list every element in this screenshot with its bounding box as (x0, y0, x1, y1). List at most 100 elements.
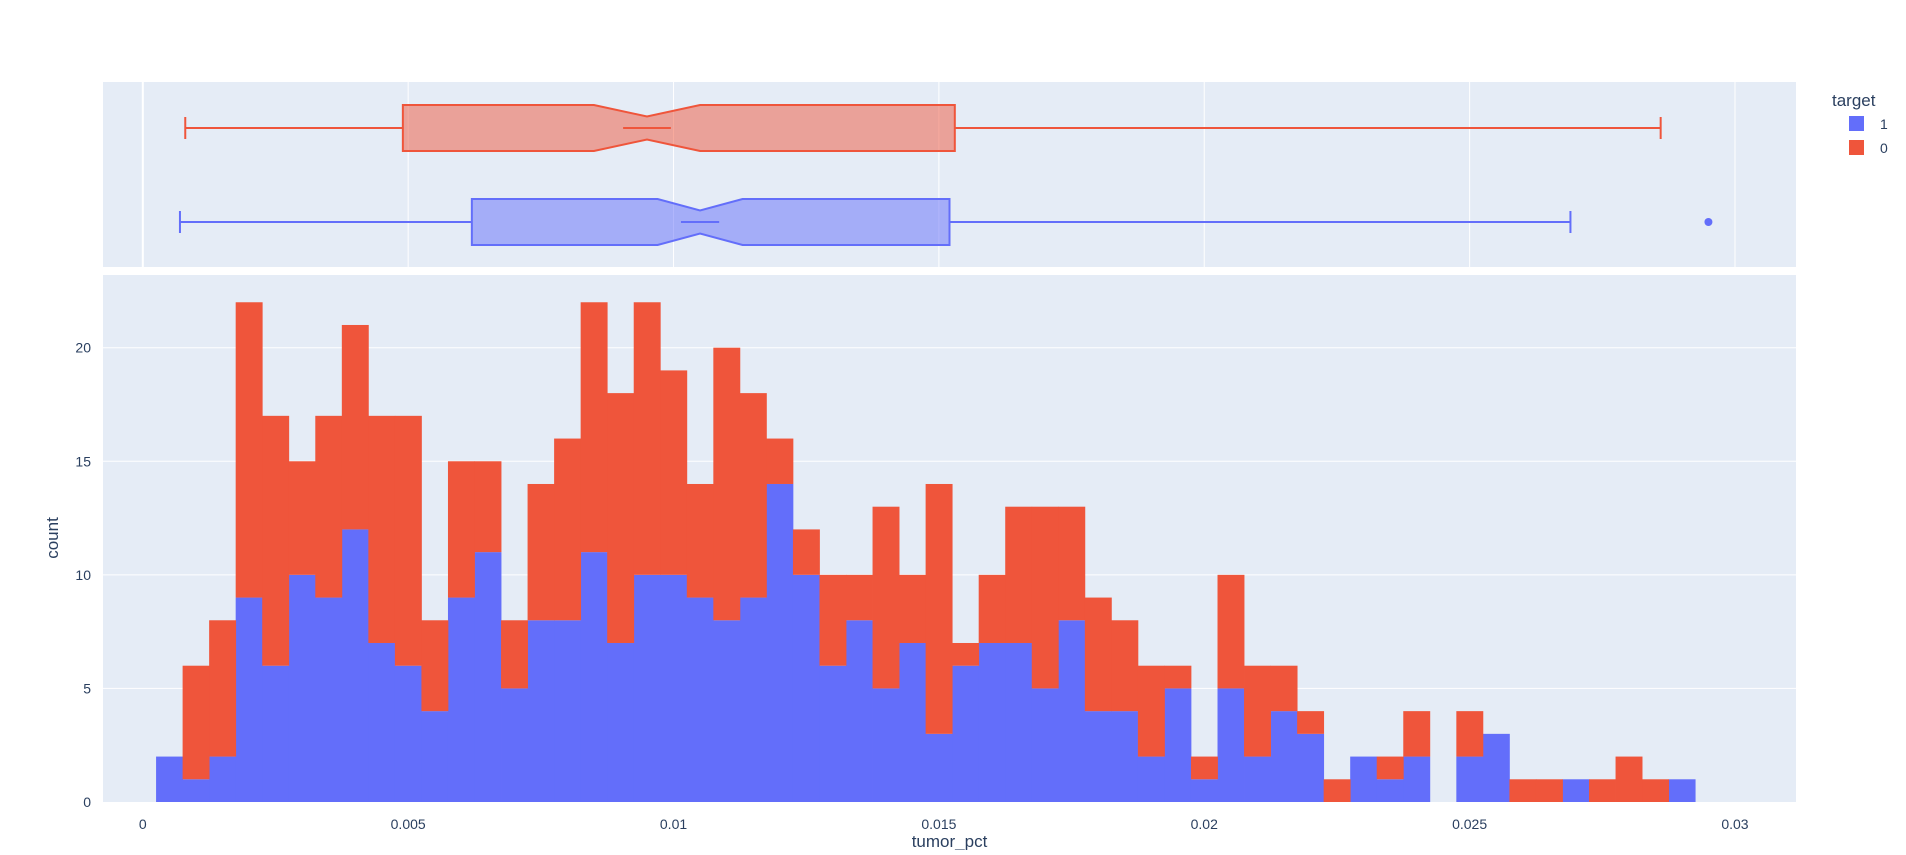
histogram-bar-target-0 (846, 574, 873, 621)
histogram-bar-target-0 (1589, 779, 1616, 802)
histogram-bar-target-1 (978, 642, 1006, 802)
histogram-bar-target-0 (766, 438, 794, 484)
histogram-bar-target-0 (1084, 597, 1112, 712)
histogram-bar-target-1 (368, 642, 396, 802)
histogram-bar-target-1 (819, 665, 847, 802)
histogram-bar-target-0 (1058, 506, 1086, 621)
histogram-bar-target-0 (580, 302, 608, 553)
x-axis-title: tumor_pct (912, 832, 988, 850)
histogram-bar-target-1 (899, 642, 927, 802)
histogram-bar-target-1 (952, 665, 980, 802)
histogram-bar-target-1 (580, 552, 608, 802)
histogram-bar-target-0 (633, 302, 661, 575)
histogram-bar-target-0 (1403, 711, 1431, 757)
histogram-bar-target-0 (1111, 620, 1139, 712)
histogram-bar-target-1 (1270, 711, 1298, 802)
histogram-bar-target-1 (607, 642, 635, 802)
legend-swatch-target-0[interactable] (1849, 140, 1864, 155)
histogram-bar-target-0 (447, 461, 475, 598)
axes: 0 0.005 0.01 0.015 0.02 0.025 0.03 0 5 10 15 20 (75, 340, 1748, 832)
histogram-bar-target-1 (633, 574, 661, 802)
histogram-bar-target-0 (315, 415, 343, 598)
histogram-bar-target-0 (1323, 779, 1351, 802)
histogram-bar-target-1 (182, 779, 210, 802)
histogram-bar-target-1 (766, 483, 794, 802)
histogram-bar-target-1 (1137, 756, 1165, 802)
histogram-bar-target-1 (713, 620, 741, 802)
histogram-bar-target-1 (1217, 688, 1245, 802)
histogram-bar-target-0 (1535, 779, 1563, 802)
histogram-bar-target-0 (421, 620, 449, 712)
histogram-bar-target-1 (1297, 733, 1325, 802)
histogram-bar-target-0 (1164, 665, 1192, 689)
histogram-bar-target-0 (209, 620, 237, 757)
y-tick-label: 0 (83, 794, 91, 810)
histogram-bar-target-0 (1615, 756, 1643, 802)
x-tick-label: 0.025 (1452, 816, 1487, 832)
histogram-bar-target-1 (686, 597, 714, 802)
histogram-bar-target-1 (235, 597, 263, 802)
histogram-bar-target-1 (1456, 756, 1484, 802)
histogram-bar-target-1 (925, 733, 953, 802)
histogram-bar-target-0 (368, 415, 396, 643)
legend-title: target (1832, 91, 1876, 110)
histogram-bar-target-1 (341, 529, 369, 802)
histogram-bar-target-1 (527, 620, 555, 802)
histogram-bar-target-1 (872, 688, 900, 802)
histogram-bar-target-1 (156, 756, 184, 802)
histogram-bar-target-0 (501, 620, 528, 689)
histogram-bar-target-0 (262, 415, 290, 666)
histogram-bar-target-1 (474, 552, 502, 802)
histogram-bar-target-1 (1562, 779, 1590, 802)
x-tick-label: 0.02 (1191, 816, 1218, 832)
histogram-bar-target-0 (1509, 779, 1537, 802)
histogram-bar-target-1 (1058, 620, 1086, 802)
histogram-bar-target-0 (1190, 756, 1218, 780)
histogram-bar-target-0 (660, 370, 688, 575)
histogram-bar-target-1 (1350, 756, 1378, 802)
histogram-bar-target-0 (288, 461, 316, 575)
histogram-bar-target-1 (1164, 688, 1192, 802)
legend-swatch-target-1[interactable] (1849, 116, 1864, 131)
legend-label-target-0[interactable]: 0 (1880, 140, 1888, 156)
histogram-bar-target-0 (1005, 506, 1033, 643)
histogram-bar-target-0 (1217, 574, 1245, 689)
histogram-bar-target-0 (527, 483, 555, 621)
x-tick-label: 0.03 (1721, 816, 1748, 832)
histogram-bar-target-1 (1482, 733, 1510, 802)
histogram-bar-target-1 (209, 756, 237, 802)
histogram-bar-target-1 (1190, 779, 1218, 802)
histogram-bar-target-1 (1668, 779, 1696, 802)
histogram-bar-target-0 (1297, 711, 1325, 734)
histogram-bar-target-1 (1244, 756, 1271, 802)
histogram-bar-target-0 (925, 483, 953, 734)
x-tick-label: 0.01 (660, 816, 687, 832)
histogram-bar-target-1 (288, 574, 316, 802)
y-axis-title: count (43, 517, 62, 559)
histogram-bar-target-0 (1376, 756, 1404, 780)
histogram-bar-target-1 (394, 665, 422, 802)
histogram-bar-target-1 (1005, 642, 1033, 802)
histogram-bar-target-1 (846, 620, 873, 802)
histogram-bar-target-0 (819, 574, 847, 666)
legend-label-target-1[interactable]: 1 (1880, 116, 1888, 132)
histogram-bar-target-0 (1244, 665, 1271, 757)
x-tick-label: 0.015 (921, 816, 956, 832)
x-tick-label: 0.005 (391, 816, 426, 832)
y-tick-label: 5 (83, 680, 91, 696)
histogram-bar-target-0 (554, 438, 582, 621)
histogram-bar-target-0 (899, 574, 927, 643)
histogram-bar-target-0 (739, 393, 767, 598)
histogram-bar-target-1 (1403, 756, 1431, 802)
histogram-bar-target-0 (235, 302, 263, 598)
histogram-bar-target-1 (1376, 779, 1404, 802)
y-tick-label: 15 (75, 453, 91, 469)
histogram-bar-target-0 (1642, 779, 1670, 802)
histogram-bar-target-0 (1456, 711, 1484, 757)
x-tick-label: 0 (139, 816, 147, 832)
histogram-bar-target-0 (952, 642, 980, 666)
histogram-bar-target-0 (607, 393, 635, 643)
histogram-bar-target-0 (713, 347, 741, 621)
